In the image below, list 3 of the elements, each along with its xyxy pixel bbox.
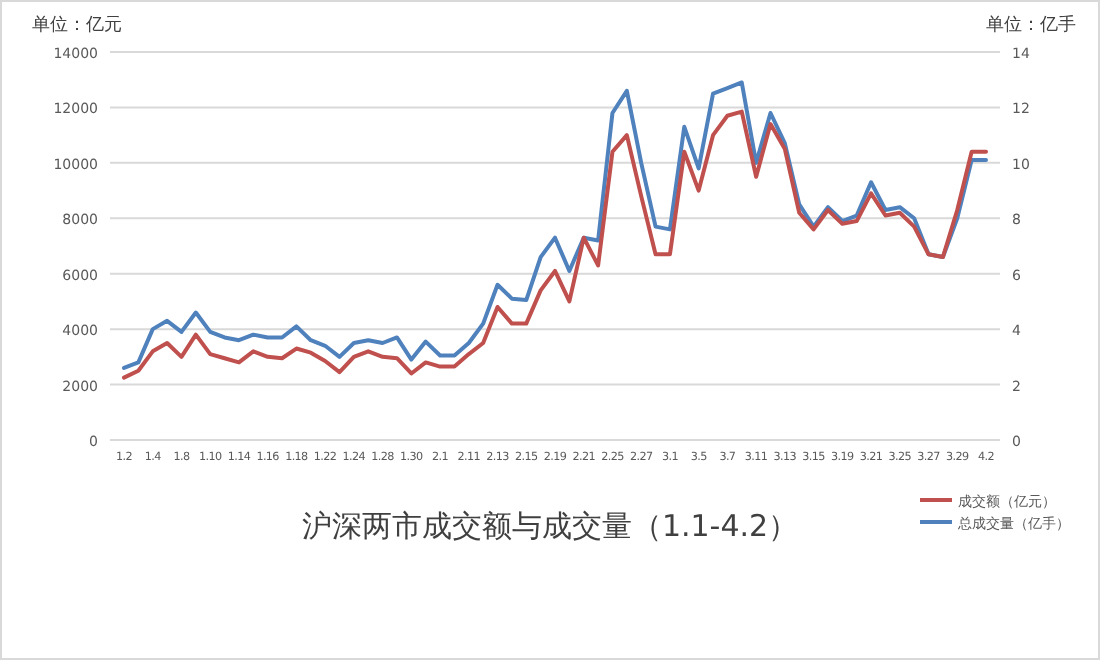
y-axis-title: 单位：亿元 bbox=[32, 14, 122, 36]
text: 沪深两市成交额与成交量（1.1-4.2） bbox=[301, 508, 799, 544]
y2-axis-title: 单位：亿手 bbox=[986, 14, 1076, 36]
